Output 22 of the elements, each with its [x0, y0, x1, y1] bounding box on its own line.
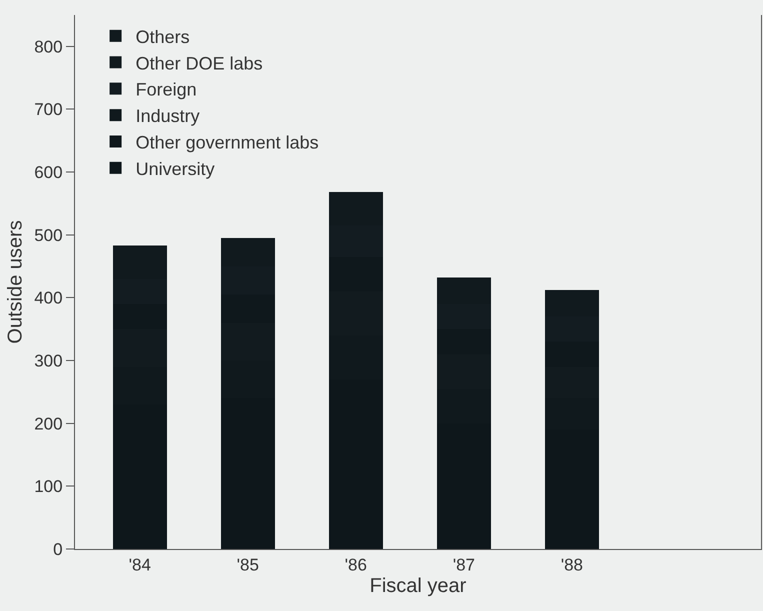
legend-label: Others: [136, 26, 190, 47]
y-tick-label: 500: [34, 226, 63, 245]
legend-label: Other DOE labs: [136, 53, 263, 74]
legend-label: University: [136, 158, 215, 179]
x-axis-title: Fiscal year: [370, 574, 467, 597]
y-axis-title: Outside users: [4, 220, 27, 344]
y-tick-label: 600: [34, 163, 63, 182]
y-tick-label: 700: [34, 100, 63, 120]
y-tick-label: 100: [34, 477, 63, 496]
y-tick-label: 800: [34, 37, 63, 56]
x-tick-label: '85: [236, 555, 259, 574]
legend-label: Foreign: [136, 80, 197, 100]
x-tick-label: '86: [344, 555, 367, 574]
x-tick-label: '87: [452, 555, 475, 574]
legend-label: Other government labs: [136, 132, 319, 152]
y-tick-label: 300: [34, 351, 63, 370]
y-tick-label: 0: [53, 540, 63, 559]
y-tick-label: 200: [34, 414, 63, 434]
y-tick-label: 400: [34, 288, 63, 308]
legend-label: Industry: [136, 106, 200, 126]
x-tick-label: '88: [560, 555, 584, 574]
x-tick-label: '84: [128, 555, 151, 574]
